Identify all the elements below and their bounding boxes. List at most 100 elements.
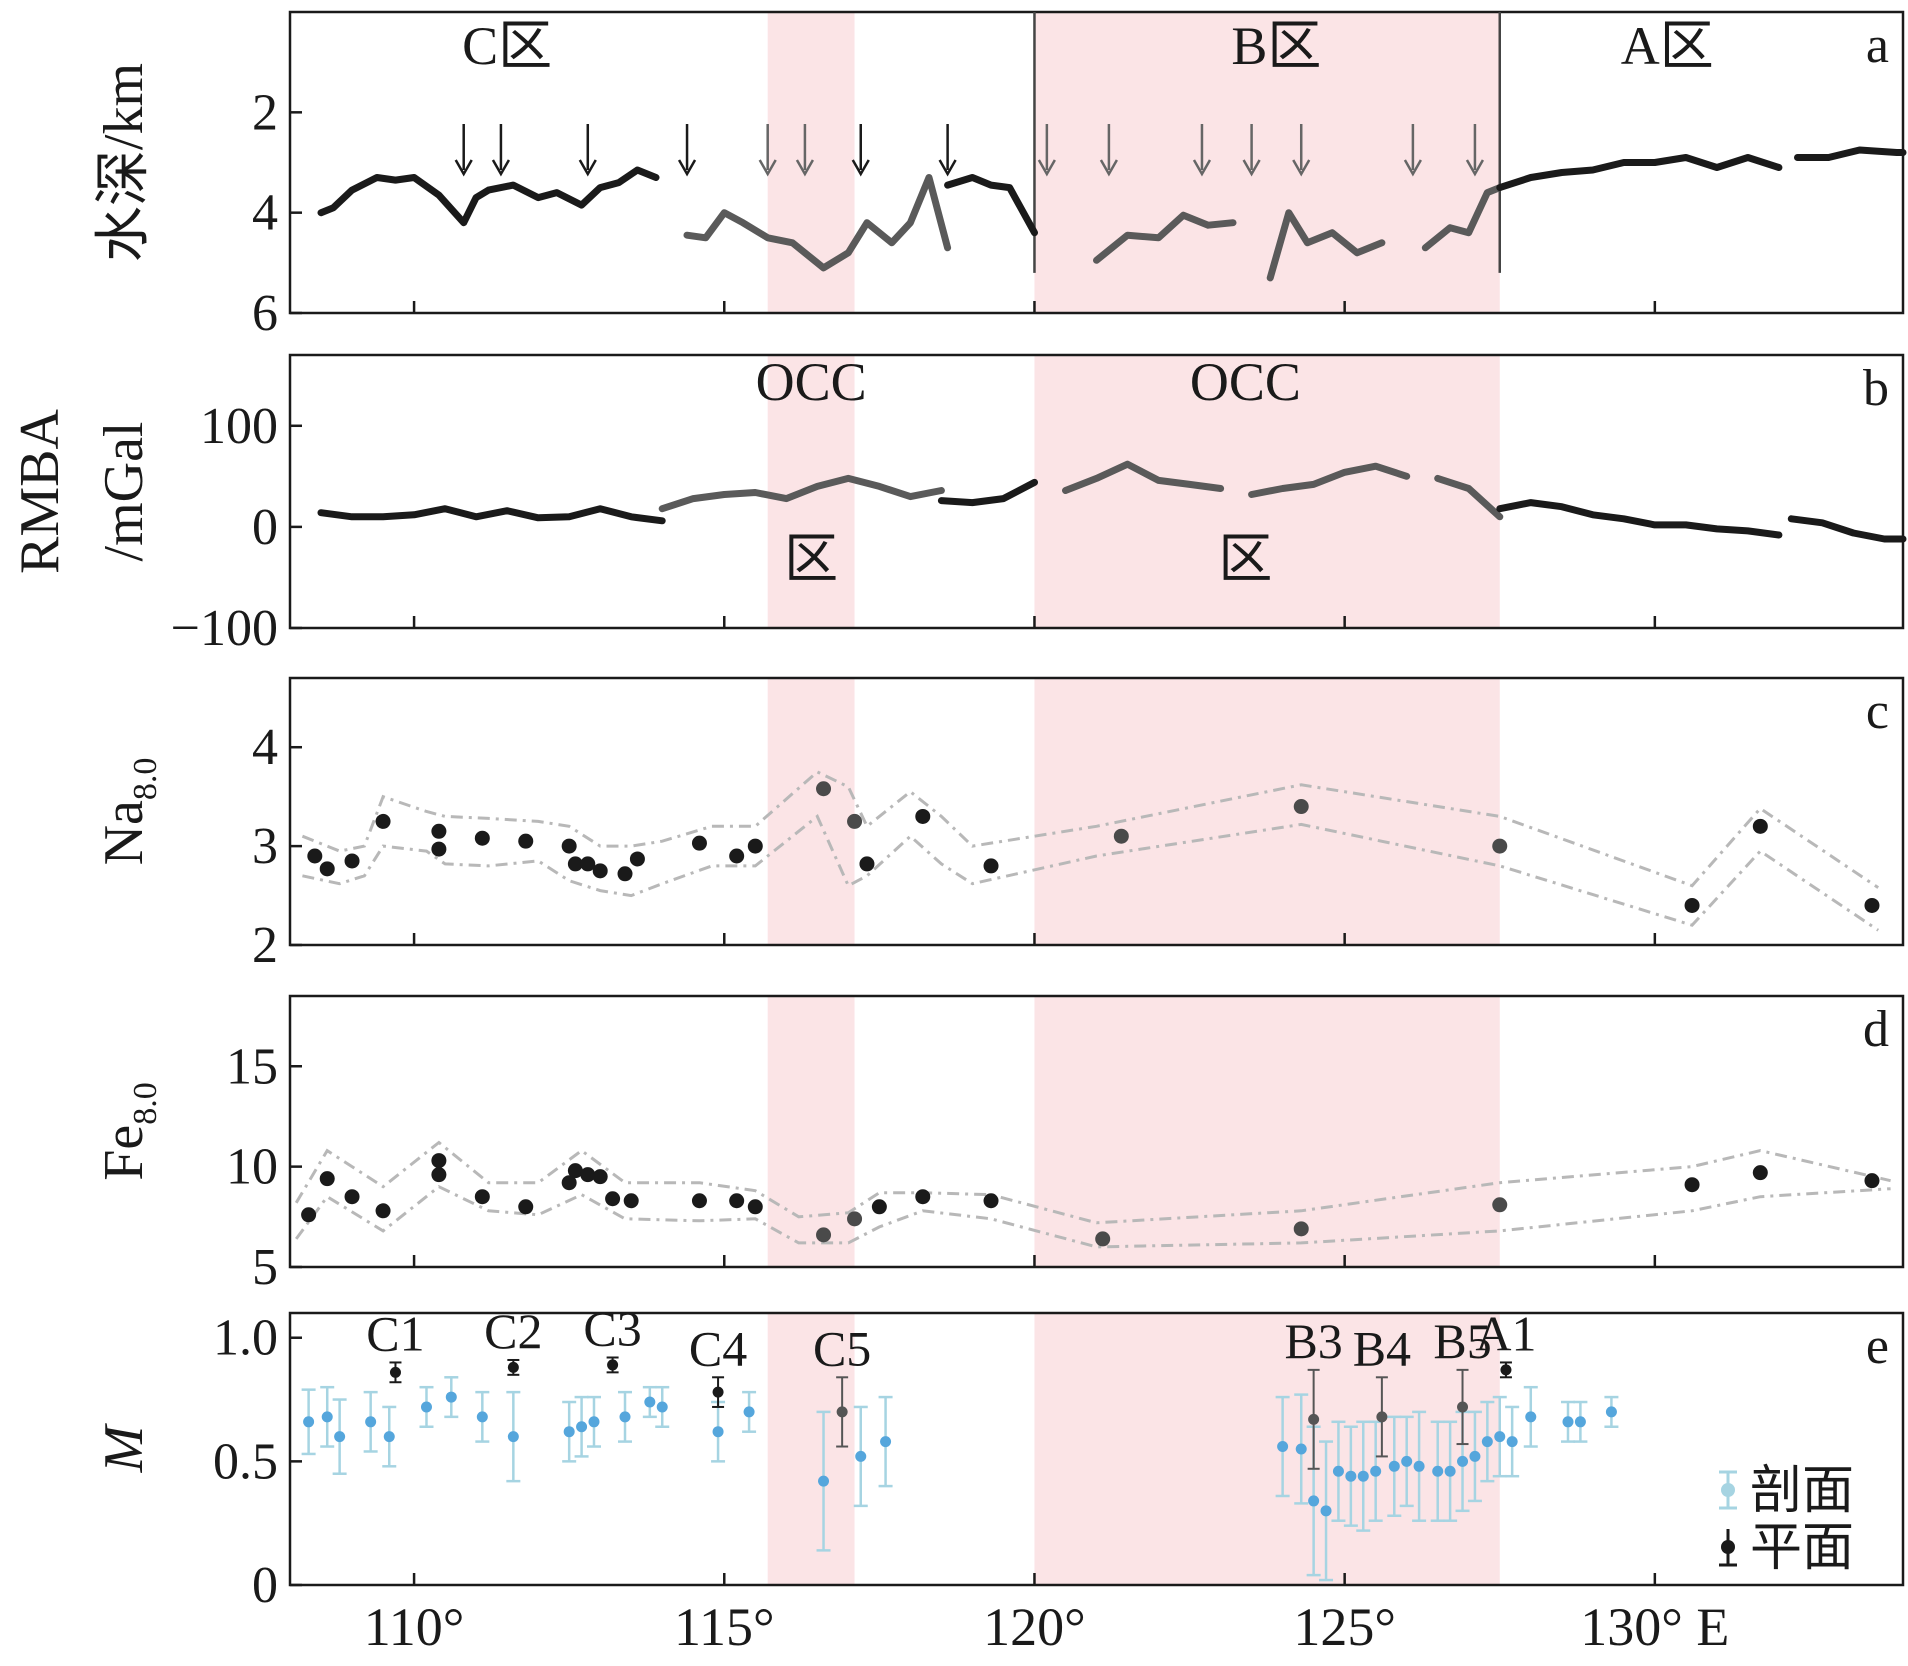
envelope-line	[301, 770, 1880, 889]
data-point	[915, 808, 931, 824]
plane-point	[836, 1406, 848, 1418]
data-point	[518, 1199, 534, 1215]
y-axis-label-sub: 8.0	[127, 1082, 164, 1125]
data-trace	[317, 166, 660, 227]
profile-point	[1444, 1465, 1456, 1477]
y-axis-label-main: Fe	[93, 1125, 155, 1181]
data-point	[623, 1193, 639, 1209]
panel-d: 5 10 15 d Fe8.0	[93, 994, 1905, 1296]
data-point	[617, 866, 633, 882]
plane-point	[507, 1361, 519, 1373]
profile-point	[445, 1391, 457, 1403]
y-axis-label: Na8.0	[93, 758, 164, 866]
legend-profile-marker	[1721, 1483, 1735, 1497]
profile-point	[1457, 1455, 1469, 1467]
data-point	[691, 1193, 707, 1209]
site-label: C1	[366, 1305, 424, 1361]
data-point	[301, 1207, 317, 1223]
data-point	[1492, 1197, 1508, 1213]
panel-frame	[288, 10, 1905, 315]
site-label: B3	[1284, 1313, 1342, 1369]
data-point	[1293, 1221, 1309, 1237]
highlight-band	[767, 678, 855, 945]
panel-c: 2 3 4 c Na8.0	[93, 676, 1905, 974]
data-point	[1492, 838, 1508, 854]
arrow-marker-head	[1192, 159, 1212, 177]
data-trace	[944, 174, 1038, 237]
data-point	[431, 841, 447, 857]
occ-label: OCC	[756, 352, 867, 412]
profile-point	[880, 1436, 892, 1448]
occ-zone-label: 区	[784, 529, 838, 589]
profile-point	[1370, 1465, 1382, 1477]
data-point	[691, 835, 707, 851]
data-point	[431, 823, 447, 839]
profile-point	[1562, 1416, 1574, 1428]
occ-zone-label: 区	[1218, 529, 1272, 589]
data-point	[561, 1175, 577, 1191]
data-point	[580, 856, 596, 872]
data-trace	[1093, 211, 1237, 264]
y-tick-label: 2	[252, 84, 278, 141]
y-axis-label: 水深/km	[93, 63, 155, 262]
data-point	[592, 863, 608, 879]
y-axis-label-sub: 8.0	[127, 758, 164, 801]
arrow-marker-head	[1292, 159, 1311, 177]
y-tick-label: 100	[200, 398, 278, 455]
y-axis-label: Fe8.0	[93, 1082, 164, 1181]
data-point	[915, 1189, 931, 1205]
zone-label: C区	[462, 16, 552, 76]
profile-point	[743, 1406, 755, 1418]
data-point	[1684, 1177, 1700, 1193]
data-point	[344, 853, 360, 869]
y-axis-label-line2: /mGal	[93, 422, 155, 562]
panel-letter: e	[1866, 1318, 1889, 1375]
arrow-marker-head	[1242, 159, 1261, 177]
y-tick-label: 0	[252, 499, 278, 556]
data-point	[518, 833, 534, 849]
legend-plane-label: 平面	[1750, 1520, 1854, 1577]
profile-point	[1469, 1450, 1481, 1462]
data-point	[847, 1211, 863, 1227]
plane-point	[712, 1386, 724, 1398]
highlight-band	[1034, 678, 1500, 945]
profile-point	[420, 1401, 432, 1413]
y-tick-label: 5	[252, 1239, 278, 1296]
profile-point	[1332, 1465, 1344, 1477]
site-label: C5	[813, 1320, 871, 1376]
data-point	[1293, 799, 1309, 815]
panel-b: 100 0 −100 b RMBA/mGal OCC 区 OCC 区	[9, 352, 1907, 657]
data-point	[375, 1203, 391, 1219]
data-point	[431, 1167, 447, 1183]
data-point	[983, 1193, 999, 1209]
profile-point	[818, 1475, 830, 1487]
profile-point	[1432, 1465, 1444, 1477]
data-point	[567, 1163, 583, 1179]
arrow-marker-head	[938, 159, 957, 177]
profile-point	[1277, 1441, 1289, 1453]
data-point	[983, 858, 999, 874]
envelope-line	[294, 1140, 1891, 1225]
y-tick-label: 10	[226, 1139, 278, 1196]
arrow-marker-head	[1037, 159, 1056, 177]
profile-point	[644, 1396, 656, 1408]
data-point	[816, 781, 832, 797]
arrow-marker-head	[454, 159, 473, 177]
profile-point	[476, 1411, 488, 1423]
profile-point	[1357, 1470, 1369, 1482]
data-trace	[658, 474, 945, 513]
envelope-line	[294, 1184, 1891, 1249]
profile-point	[1388, 1460, 1400, 1472]
data-trace	[1496, 154, 1783, 192]
arrow-marker-head	[851, 159, 870, 177]
x-tick-label: 110°	[364, 1597, 465, 1657]
profile-point	[656, 1401, 668, 1413]
profile-point	[1605, 1406, 1617, 1418]
profile-point	[1506, 1436, 1518, 1448]
data-point	[474, 830, 490, 846]
arrow-marker-head	[795, 159, 815, 177]
highlight-band	[767, 1313, 855, 1585]
plane-point	[607, 1359, 619, 1371]
data-trace	[1787, 515, 1907, 543]
